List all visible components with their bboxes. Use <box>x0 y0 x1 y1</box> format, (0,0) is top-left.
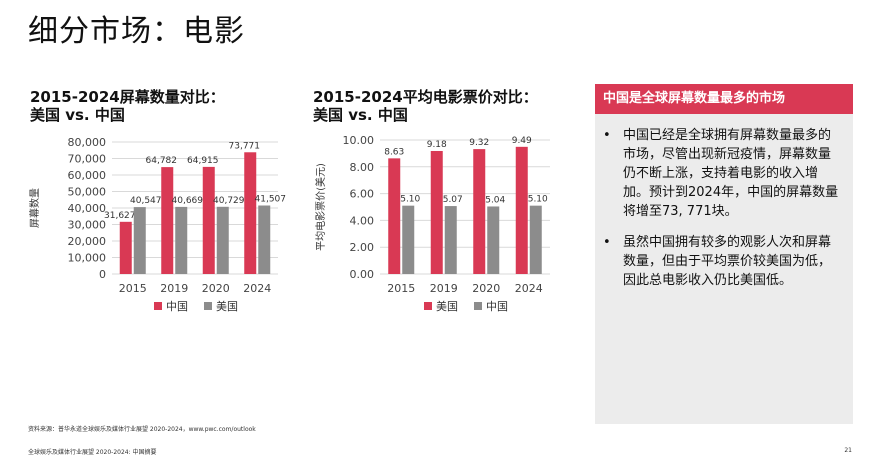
y-tick-label: 70,000 <box>68 153 107 166</box>
chart-title-ticket-price: 2015-2024平均电影票价对比： 美国 vs. 中国 <box>313 88 538 124</box>
panel-bullet: • 虽然中国拥有较多的观影人次和屏幕数量，但由于平均票价较美国为低，因此总电影收… <box>603 233 841 290</box>
legend-label: 美国 <box>436 300 458 313</box>
bar <box>244 152 257 274</box>
data-label: 9.18 <box>427 140 447 150</box>
data-label: 40,729 <box>213 196 245 206</box>
bar <box>402 205 415 274</box>
chart-title-line2: 美国 vs. 中国 <box>313 106 408 124</box>
chart-title-line1: 2015-2024屏幕数量对比： <box>30 88 225 106</box>
footer-text: 全球娱乐及媒体行业展望 2020-2024: 中国摘要 <box>28 449 157 456</box>
data-label: 31,627 <box>104 211 136 221</box>
data-label: 64,915 <box>187 156 219 166</box>
bullet-icon: • <box>603 128 611 143</box>
bar <box>258 205 271 274</box>
data-label: 40,669 <box>172 196 204 206</box>
panel-header: 中国是全球屏幕数量最多的市场 <box>595 84 853 114</box>
y-axis-label: 平均电影票价(美元) <box>314 163 327 251</box>
chart-title-screens: 2015-2024屏幕数量对比： 美国 vs. 中国 <box>30 88 225 124</box>
x-tick-label: 2019 <box>160 282 188 295</box>
data-label: 5.10 <box>400 195 420 205</box>
y-tick-label: 0 <box>99 268 106 281</box>
bar <box>473 149 486 274</box>
x-tick-label: 2024 <box>515 282 543 295</box>
panel-bullet: • 中国已经是全球拥有屏幕数量最多的市场，尽管出现新冠疫情，屏幕数量仍不断上涨，… <box>603 126 841 221</box>
bar <box>161 167 174 274</box>
data-label: 9.32 <box>469 138 489 148</box>
y-tick-label: 4.00 <box>350 214 375 227</box>
bar <box>133 207 146 274</box>
bar <box>444 206 457 274</box>
data-label: 5.10 <box>528 195 548 205</box>
bar <box>216 206 229 274</box>
y-tick-label: 60,000 <box>68 169 107 182</box>
y-tick-label: 10,000 <box>68 252 107 265</box>
bullet-text: 中国已经是全球拥有屏幕数量最多的市场，尽管出现新冠疫情，屏幕数量仍不断上涨，支持… <box>623 128 839 219</box>
bullet-icon: • <box>603 235 611 250</box>
y-tick-label: 30,000 <box>68 219 107 232</box>
x-tick-label: 2019 <box>430 282 458 295</box>
data-label: 5.04 <box>485 195 505 205</box>
screens-bar-chart: 0 10,000 20,000 30,000 40,000 50,000 60,000 70,… <box>28 136 287 313</box>
y-tick-label: 0.00 <box>350 268 375 281</box>
x-tick-label: 2020 <box>202 282 230 295</box>
x-tick-label: 2024 <box>243 282 271 295</box>
bar <box>529 205 542 274</box>
bar <box>487 206 500 274</box>
chart-title-line1: 2015-2024平均电影票价对比： <box>313 88 538 106</box>
legend-label: 中国 <box>486 300 508 313</box>
x-tick-label: 2020 <box>472 282 500 295</box>
legend-label: 美国 <box>216 300 238 313</box>
chart-title-line2: 美国 vs. 中国 <box>30 106 125 124</box>
y-tick-label: 10.00 <box>343 134 375 147</box>
data-label: 64,782 <box>146 156 178 166</box>
bar <box>515 146 528 274</box>
source-note: 资料来源：普华永道全球娱乐及媒体行业展望 2020-2024，www.pwc.c… <box>28 426 256 433</box>
y-tick-label: 40,000 <box>68 202 107 215</box>
data-label: 8.63 <box>384 147 404 157</box>
bar <box>430 150 443 274</box>
y-tick-label: 80,000 <box>68 136 107 149</box>
bar <box>202 166 215 274</box>
data-label: 9.49 <box>512 136 532 146</box>
y-tick-label: 20,000 <box>68 235 107 248</box>
bar <box>175 206 188 274</box>
y-tick-label: 2.00 <box>350 241 375 254</box>
x-tick-label: 2015 <box>119 282 147 295</box>
ticket-price-bar-chart: 0.00 2.00 4.00 6.00 8.00 10.00 平均电影票价(美元) 8.63 5… <box>314 134 550 313</box>
data-label: 40,547 <box>130 196 162 206</box>
legend-label: 中国 <box>166 300 188 313</box>
data-label: 73,771 <box>229 141 261 151</box>
bullet-text: 虽然中国拥有较多的观影人次和屏幕数量，但由于平均票价较美国为低，因此总电影收入仍… <box>623 235 832 288</box>
y-tick-label: 8.00 <box>350 161 375 174</box>
legend-swatch <box>154 302 162 310</box>
y-tick-label: 50,000 <box>68 186 107 199</box>
data-label: 41,507 <box>255 195 287 205</box>
page-title: 细分市场：电影 <box>28 14 245 49</box>
bar <box>388 158 401 274</box>
bar <box>119 221 132 274</box>
data-label: 5.07 <box>443 195 463 205</box>
legend-swatch <box>424 302 432 310</box>
legend-swatch <box>204 302 212 310</box>
page-number: 21 <box>844 447 852 454</box>
y-tick-label: 6.00 <box>350 188 375 201</box>
x-tick-label: 2015 <box>387 282 415 295</box>
insight-panel: 中国是全球屏幕数量最多的市场 • 中国已经是全球拥有屏幕数量最多的市场，尽管出现… <box>595 84 853 424</box>
y-axis-label: 屏幕数量 <box>28 188 41 228</box>
legend-swatch <box>474 302 482 310</box>
